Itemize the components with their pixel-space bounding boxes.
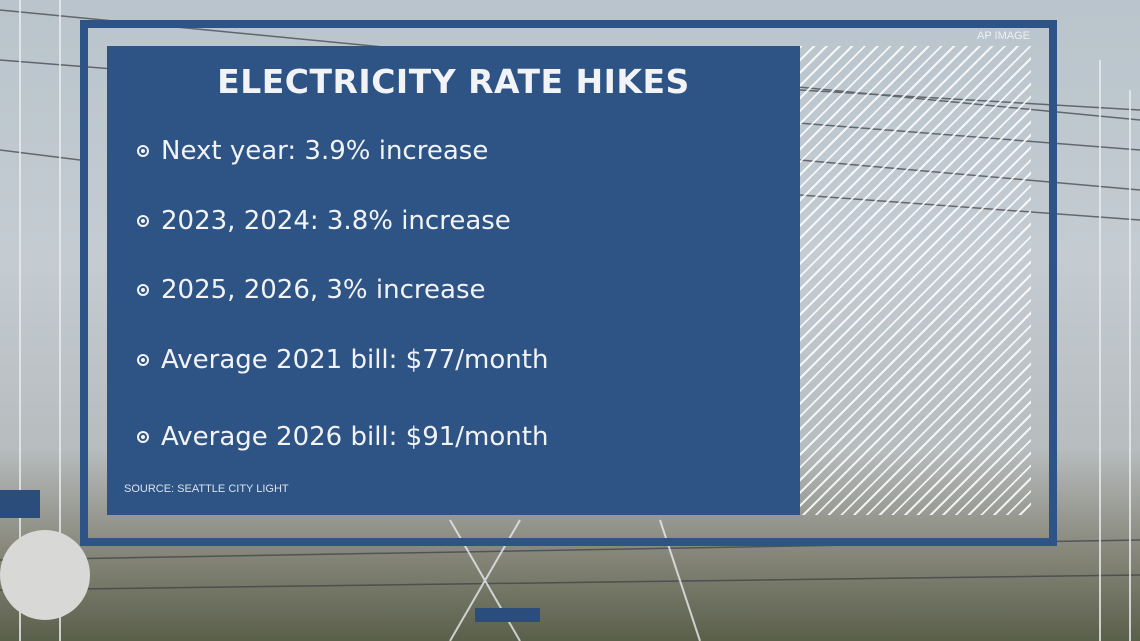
- radio-dot-icon: [137, 215, 149, 227]
- radio-dot-icon: [137, 354, 149, 366]
- image-credit: AP IMAGE: [977, 30, 1030, 42]
- radio-dot-icon: [137, 145, 149, 157]
- bullet-item: 2023, 2024: 3.8% increase: [137, 206, 511, 236]
- bullet-item: Next year: 3.9% increase: [137, 136, 488, 166]
- bullet-item: 2025, 2026, 3% increase: [137, 275, 486, 305]
- hatch-pattern: [800, 46, 1031, 515]
- bullet-text: Average 2026 bill: $91/month: [161, 422, 549, 452]
- bullet-text: 2023, 2024: 3.8% increase: [161, 206, 511, 236]
- bullet-text: Next year: 3.9% increase: [161, 136, 489, 166]
- bullet-text: 2025, 2026, 3% increase: [161, 275, 486, 305]
- source-note: SOURCE: SEATTLE CITY LIGHT: [124, 483, 289, 495]
- radio-dot-icon: [137, 284, 149, 296]
- info-panel: ELECTRICITY RATE HIKES Next year: 3.9% i…: [107, 46, 800, 515]
- radio-dot-icon: [137, 431, 149, 443]
- graphic-title: ELECTRICITY RATE HIKES: [217, 62, 690, 101]
- bullet-item: Average 2026 bill: $91/month: [137, 422, 548, 452]
- bullet-item: Average 2021 bill: $77/month: [137, 345, 548, 375]
- bullet-text: Average 2021 bill: $77/month: [161, 345, 549, 375]
- graphic-frame: [80, 20, 1057, 546]
